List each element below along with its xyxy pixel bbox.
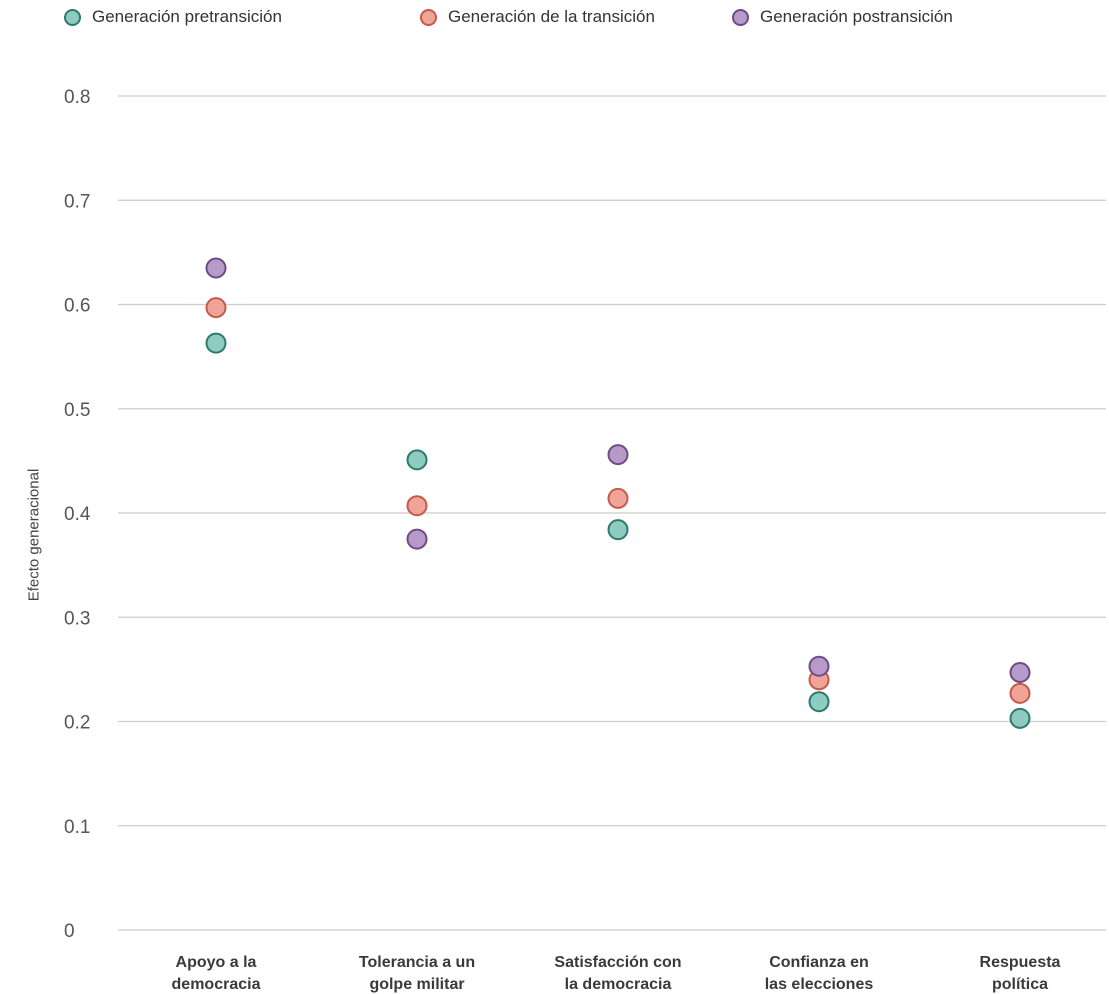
y-tick-label: 0.3 [64,608,90,629]
y-tick-label: 0.8 [64,87,90,108]
y-tick-label: 0.2 [64,713,90,734]
legend-label-postransicion: Generación postransición [760,7,953,26]
y-tick-label: 0.7 [64,191,90,212]
x-tick-label: Apoyo a la democracia [172,954,261,993]
y-tick-label: 0.4 [64,504,91,525]
data-point [1009,707,1031,729]
y-tick-label: 0.6 [64,296,90,317]
data-point [205,297,227,319]
data-point [406,528,428,550]
x-tick-label: Tolerancia a un golpe militar [359,954,475,993]
data-point [808,691,830,713]
data-points [205,257,1031,729]
legend-item-pretransicion: Generación pretransición [64,4,282,30]
legend-swatch-postransicion [732,8,749,26]
data-point [607,444,629,466]
legend-label-pretransicion: Generación pretransición [92,7,282,26]
y-tick-label: 0.5 [64,400,90,421]
legend-label-transicion: Generación de la transición [448,7,655,26]
y-tick-label: 0 [64,921,75,942]
data-point [406,495,428,517]
legend-item-postransicion: Generación postransición [732,4,953,30]
x-axis-ticks: Apoyo a la democracia Tolerancia a un golpe… [172,954,1061,993]
x-tick-label: Confianza en las elecciones [765,954,874,993]
data-point [205,332,227,354]
legend-swatch-pretransicion [64,8,81,26]
legend-swatch-transicion [420,8,437,26]
data-point [607,487,629,509]
legend: Generación pretransición Generación de l… [64,4,1104,30]
data-point [607,519,629,541]
y-tick-label: 0.1 [64,817,90,838]
data-point [205,257,227,279]
data-point [1009,682,1031,704]
data-point [406,449,428,471]
gridlines [118,95,1106,931]
y-axis-ticks: 0 0.1 0.2 0.3 0.4 0.5 0.6 0.7 0.8 [64,87,91,942]
legend-item-transicion: Generación de la transición [420,4,655,30]
x-tick-label: Respuesta política [980,954,1061,993]
data-point [808,655,830,677]
x-tick-label: Satisfacción con la democracia [554,954,681,993]
data-point [1009,662,1031,684]
